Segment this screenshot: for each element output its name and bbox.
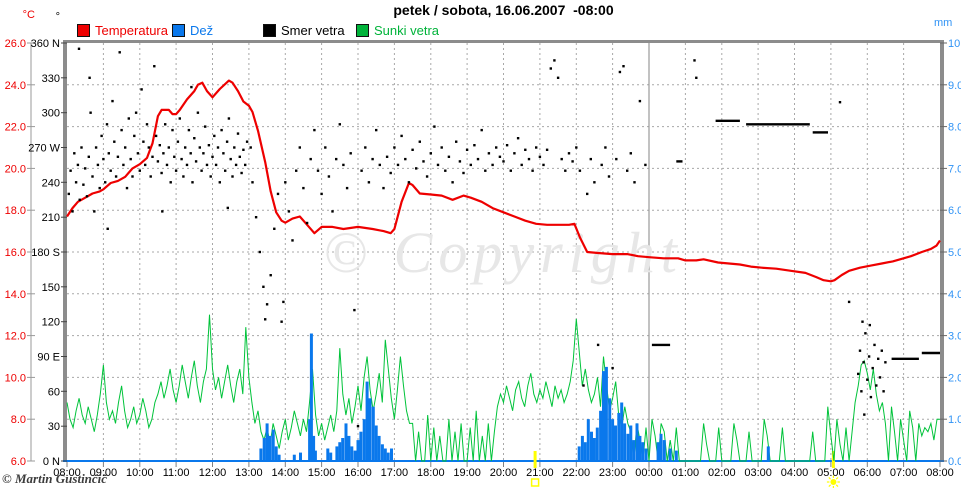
svg-text:5.0: 5.0 (948, 247, 961, 259)
svg-text:8.0: 8.0 (11, 414, 26, 426)
svg-text:300: 300 (42, 108, 60, 120)
rain-swatch-icon (172, 24, 185, 37)
svg-text:13:00: 13:00 (235, 467, 263, 479)
svg-text:02:00: 02:00 (708, 467, 736, 479)
svg-text:30: 30 (48, 421, 60, 433)
svg-text:90 E: 90 E (37, 352, 60, 364)
svg-text:06:00: 06:00 (854, 467, 882, 479)
svg-text:60: 60 (48, 386, 60, 398)
gusts-swatch-icon (356, 24, 369, 37)
wind-direction-axis: ° 360 N 330 300 270 W 240 210 180 S 150 120 90 E 60… (28, 11, 67, 468)
svg-text:6.0: 6.0 (948, 205, 961, 217)
svg-text:360 N: 360 N (31, 38, 60, 50)
svg-text:14.0: 14.0 (5, 289, 26, 301)
svg-text:20:00: 20:00 (490, 467, 518, 479)
legend-item-temperature: Temperatura (77, 23, 168, 38)
svg-text:4.0: 4.0 (948, 289, 961, 301)
svg-text:17:00: 17:00 (381, 467, 409, 479)
svg-text:18:00: 18:00 (417, 467, 445, 479)
svg-text:16:00: 16:00 (344, 467, 372, 479)
rain-zero-baseline (63, 460, 944, 462)
svg-text:10.0: 10.0 (5, 372, 26, 384)
legend-item-wind-direction: Smer vetra (263, 23, 345, 38)
sunset-icon (530, 478, 540, 487)
svg-text:mm: mm (934, 17, 952, 29)
svg-text:07:00: 07:00 (890, 467, 918, 479)
plot-border (63, 40, 944, 462)
svg-text:22:00: 22:00 (563, 467, 591, 479)
wind-direction-swatch-icon (263, 24, 276, 37)
svg-text:0 N: 0 N (43, 456, 60, 468)
sunrise-sun-icon (826, 475, 840, 488)
svg-text:12.0: 12.0 (5, 331, 26, 343)
svg-text:19:00: 19:00 (453, 467, 481, 479)
svg-text:120: 120 (42, 317, 60, 329)
svg-text:04:00: 04:00 (781, 467, 809, 479)
svg-text:°: ° (56, 11, 60, 23)
svg-text:0.0: 0.0 (948, 456, 961, 468)
svg-text:24.0: 24.0 (5, 80, 26, 92)
page-title: petek / sobota, 16.06.2007 -08:00 (393, 2, 614, 18)
svg-text:11:00: 11:00 (163, 467, 190, 479)
svg-text:16.0: 16.0 (5, 247, 26, 259)
svg-text:10.0: 10.0 (948, 38, 961, 50)
rain-series (259, 333, 770, 461)
gusts-series (66, 314, 940, 462)
svg-text:00:00: 00:00 (635, 467, 663, 479)
svg-text:05:00: 05:00 (817, 467, 845, 479)
svg-text:270 W: 270 W (28, 143, 60, 155)
svg-text:08:00: 08:00 (926, 467, 954, 479)
svg-text:330: 330 (42, 73, 60, 85)
svg-text:240: 240 (42, 177, 60, 189)
svg-text:26.0: 26.0 (5, 38, 26, 50)
svg-text:20.0: 20.0 (5, 163, 26, 175)
svg-text:14:00: 14:00 (272, 467, 300, 479)
svg-text:3.0: 3.0 (948, 331, 961, 343)
svg-text:9.0: 9.0 (948, 80, 961, 92)
svg-text:°C: °C (23, 9, 35, 21)
rain-axis: mm 10.0 9.0 8.0 7.0 6.0 5.0 4.0 3.0 2.0 1.0 0.0 (934, 17, 961, 468)
legend-label: Dež (190, 23, 214, 38)
svg-text:1.0: 1.0 (948, 414, 961, 426)
time-axis: 08:00 09:00 10:00 11:00 12:00 13:00 14:00 15:00… (53, 462, 954, 479)
svg-text:7.0: 7.0 (948, 163, 961, 175)
svg-text:10:00: 10:00 (126, 467, 154, 479)
svg-text:23:00: 23:00 (599, 467, 627, 479)
svg-text:21:00: 21:00 (526, 467, 554, 479)
svg-text:01:00: 01:00 (672, 467, 700, 479)
author-credit: © Martin Gustinčič (2, 471, 108, 486)
svg-text:12:00: 12:00 (199, 467, 227, 479)
legend-item-gusts: Sunki vetra (356, 23, 439, 38)
svg-text:8.0: 8.0 (948, 122, 961, 134)
svg-text:6.0: 6.0 (11, 456, 26, 468)
svg-text:18.0: 18.0 (5, 205, 26, 217)
legend-item-rain: Dež (172, 23, 213, 38)
temperature-axis: °C 26.0 24.0 22.0 20.0 18.0 16.0 14.0 12.0 10.0 8.… (5, 9, 35, 468)
temperature-series (66, 79, 941, 283)
svg-text:2.0: 2.0 (948, 372, 961, 384)
wind-direction-series (67, 47, 940, 428)
svg-text:15:00: 15:00 (308, 467, 336, 479)
legend-label: Temperatura (95, 23, 168, 38)
temperature-swatch-icon (77, 24, 90, 37)
svg-text:08:00: 08:00 (53, 467, 81, 479)
svg-text:180 S: 180 S (31, 247, 60, 259)
legend: Temperatura Dež Smer vetra Sunki vetra (0, 23, 961, 38)
svg-text:210: 210 (42, 212, 60, 224)
svg-text:150: 150 (42, 282, 60, 294)
legend-label: Sunki vetra (374, 23, 440, 38)
svg-text:22.0: 22.0 (5, 122, 26, 134)
svg-text:09:00: 09:00 (90, 467, 118, 479)
svg-text:03:00: 03:00 (744, 467, 772, 479)
legend-label: Smer vetra (281, 23, 345, 38)
